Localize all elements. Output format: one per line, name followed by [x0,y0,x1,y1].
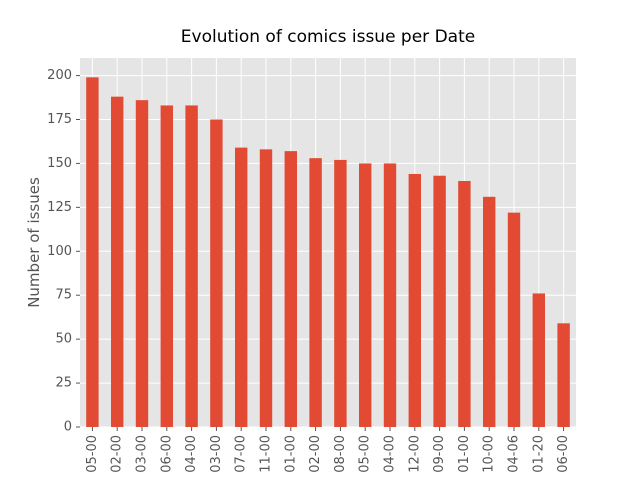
y-tick-label: 100 [47,244,72,259]
bar [433,175,446,427]
bar [507,212,521,427]
x-tick-label: 01-20 [531,435,546,473]
x-tick-label: 10-00 [482,435,497,473]
bar [483,196,496,427]
x-tick-label: 05-00 [358,435,373,473]
bar [235,147,248,427]
x-tick-label: 01-00 [283,435,298,473]
bar [210,119,223,427]
x-tick-label: 02-00 [110,435,125,473]
y-tick-label: 200 [47,68,72,83]
bar [408,173,421,427]
bar [284,151,297,427]
bar [309,158,322,427]
bar [557,323,570,427]
bar [359,163,372,427]
y-axis-ticks: 0 25 50 75 100 125 150 175 200 [47,68,80,435]
x-tick-label: 02-00 [308,435,323,473]
x-tick-label: 08-00 [333,435,348,473]
y-tick-label: 150 [47,156,72,171]
y-axis-label: Number of issues [25,177,43,308]
x-tick-label: 09-00 [432,435,447,473]
x-axis-ticks: 05-00 02-00 03-00 06-00 04-00 03-00 07-00 11-00… [85,427,571,473]
y-tick-label: 25 [55,376,72,391]
plot-background [80,58,576,427]
x-tick-label: 01-00 [457,435,472,473]
y-tick-label: 50 [55,332,72,347]
bar [532,293,545,427]
x-tick-label: 03-00 [135,435,150,473]
x-tick-label: 03-00 [209,435,224,473]
x-tick-label: 04-00 [184,435,199,473]
x-tick-label: 12-00 [407,435,422,473]
bar [334,159,347,427]
x-tick-label: 04-06 [507,435,522,473]
bar [383,163,397,427]
bar [160,105,173,427]
chart-title: Evolution of comics issue per Date [181,27,475,47]
y-tick-label: 125 [47,200,72,215]
bar [135,100,149,428]
x-tick-label: 05-00 [85,435,100,473]
bar [86,77,99,427]
y-tick-label: 0 [64,420,72,435]
y-tick-label: 75 [55,288,72,303]
x-tick-label: 06-00 [159,435,174,473]
x-tick-label: 07-00 [234,435,249,473]
x-tick-label: 11-00 [259,435,274,473]
y-tick-label: 175 [47,112,72,127]
x-tick-label: 04-00 [383,435,398,473]
bars [86,77,570,428]
x-tick-label: 06-00 [556,435,571,473]
bar [259,149,273,427]
bar [458,181,471,427]
bar [185,105,198,427]
bar [111,96,124,428]
